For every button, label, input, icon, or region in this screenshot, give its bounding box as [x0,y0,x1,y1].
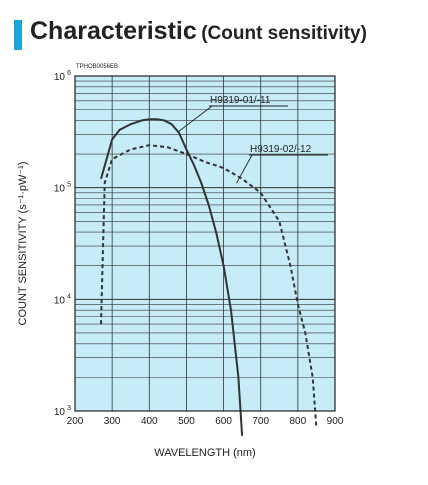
x-tick-label: 600 [215,416,232,427]
title-accent-bar [14,20,22,50]
y-tick-label: 10 5 [54,182,71,195]
plot-frame [74,75,336,412]
series-label-1: H9319-01/-11 [210,95,271,106]
y-axis-label: COUNT SENSITIVITY (s⁻¹·pW⁻¹) [17,162,29,326]
x-tick-label: 800 [290,416,307,427]
x-tick-label: 500 [178,416,195,427]
series-leader-line [236,154,253,184]
series-line-2 [100,144,318,429]
x-tick-label: 300 [104,416,121,427]
title-subtitle: (Count sensitivity) [201,23,367,44]
series-labels: H9319-01/-11 H9319-02/-12 [178,95,328,184]
series-group [100,118,318,436]
x-tick-label: 200 [67,416,84,427]
series-leader-line [178,105,213,132]
grid-lines [75,76,335,411]
x-tick-label: 700 [252,416,269,427]
x-tick-label: 900 [327,416,344,427]
doc-code: TPHOB0056EB [76,64,118,70]
y-tick-label: 10 6 [54,70,71,83]
title-main: Characteristic [30,17,197,45]
x-tick-label: 400 [141,416,158,427]
series-label-2: H9319-02/-12 [250,144,312,155]
x-tick-labels: 200 300 400 500 600 700 800 900 [67,416,344,427]
y-tick-label: 10 4 [54,293,71,306]
page-title: Characteristic (Count sensitivity) [30,17,367,46]
x-axis-label: WAVELENGTH (nm) [154,447,255,459]
series-line-1 [100,118,244,436]
plot-area [75,76,335,411]
